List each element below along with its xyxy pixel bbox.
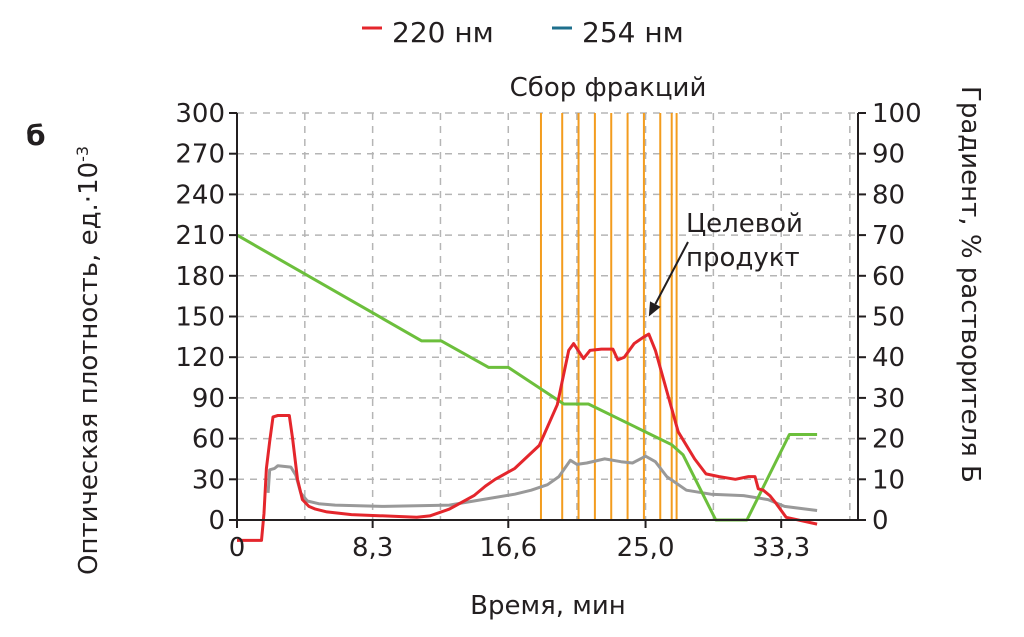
y-axis-left-title-main: Оптическая плотность, ед.·10: [74, 162, 104, 575]
y-left-tick-label: 300: [175, 99, 225, 129]
y-left-tick-label: 120: [175, 343, 225, 373]
y-left-tick-label: 0: [208, 506, 225, 536]
x-tick-label: 25,0: [617, 533, 675, 563]
fractions-label: Сбор фракций: [510, 73, 707, 103]
y-left-tick-label: 30: [192, 465, 225, 495]
ticks: 0 30 60 90 120 150 180 210 240 270 300 0 10 20 30 40 50 6…: [175, 99, 921, 563]
x-tick-label: 8,3: [352, 533, 393, 563]
y-left-tick-label: 60: [192, 425, 225, 455]
y-right-tick-label: 10: [872, 465, 905, 495]
series-line-220-нм: [237, 332, 818, 542]
x-tick-label: 16,6: [479, 533, 537, 563]
fraction-lines: [539, 113, 678, 520]
y-right-tick-label: 90: [872, 140, 905, 170]
y-axis-left-title: Оптическая плотность, ед.·10-3: [73, 146, 105, 575]
target-label-line2: продукт: [686, 243, 800, 273]
y-left-tick-label: 150: [175, 303, 225, 333]
y-axis-right-title: Градиент, % растворителя Б: [955, 86, 985, 483]
y-left-tick-label: 270: [175, 140, 225, 170]
legend-label-220: 220 нм: [392, 16, 494, 49]
y-right-tick-label: 0: [872, 506, 889, 536]
x-tick-label: 33,3: [752, 533, 810, 563]
y-axis-left-title-sup: -3: [73, 146, 92, 162]
grid: [237, 112, 858, 520]
panel-label: б: [26, 119, 46, 152]
y-right-tick-label: 60: [872, 262, 905, 292]
x-axis-title: Время, мин: [470, 591, 626, 621]
y-left-tick-label: 180: [175, 262, 225, 292]
y-left-tick-label: 90: [192, 384, 225, 414]
y-right-tick-label: 100: [872, 99, 922, 129]
y-right-tick-label: 30: [872, 384, 905, 414]
target-label-line1: Целевой: [686, 209, 803, 239]
target-annotation: Целевой продукт: [648, 209, 803, 317]
legend: 220 нм 254 нм: [362, 16, 684, 49]
target-arrowhead: [648, 301, 661, 317]
y-right-tick-label: 40: [872, 343, 905, 373]
series-group: [236, 233, 818, 542]
y-right-tick-label: 70: [872, 221, 905, 251]
legend-label-254: 254 нм: [582, 16, 684, 49]
y-right-tick-label: 80: [872, 180, 905, 210]
y-right-tick-label: 50: [872, 303, 905, 333]
y-right-tick-label: 20: [872, 425, 905, 455]
series-line-gray: [266, 454, 818, 512]
x-tick-label: 0: [229, 533, 246, 563]
y-left-tick-label: 240: [175, 180, 225, 210]
target-arrow: [654, 241, 689, 305]
y-left-tick-label: 210: [175, 221, 225, 251]
